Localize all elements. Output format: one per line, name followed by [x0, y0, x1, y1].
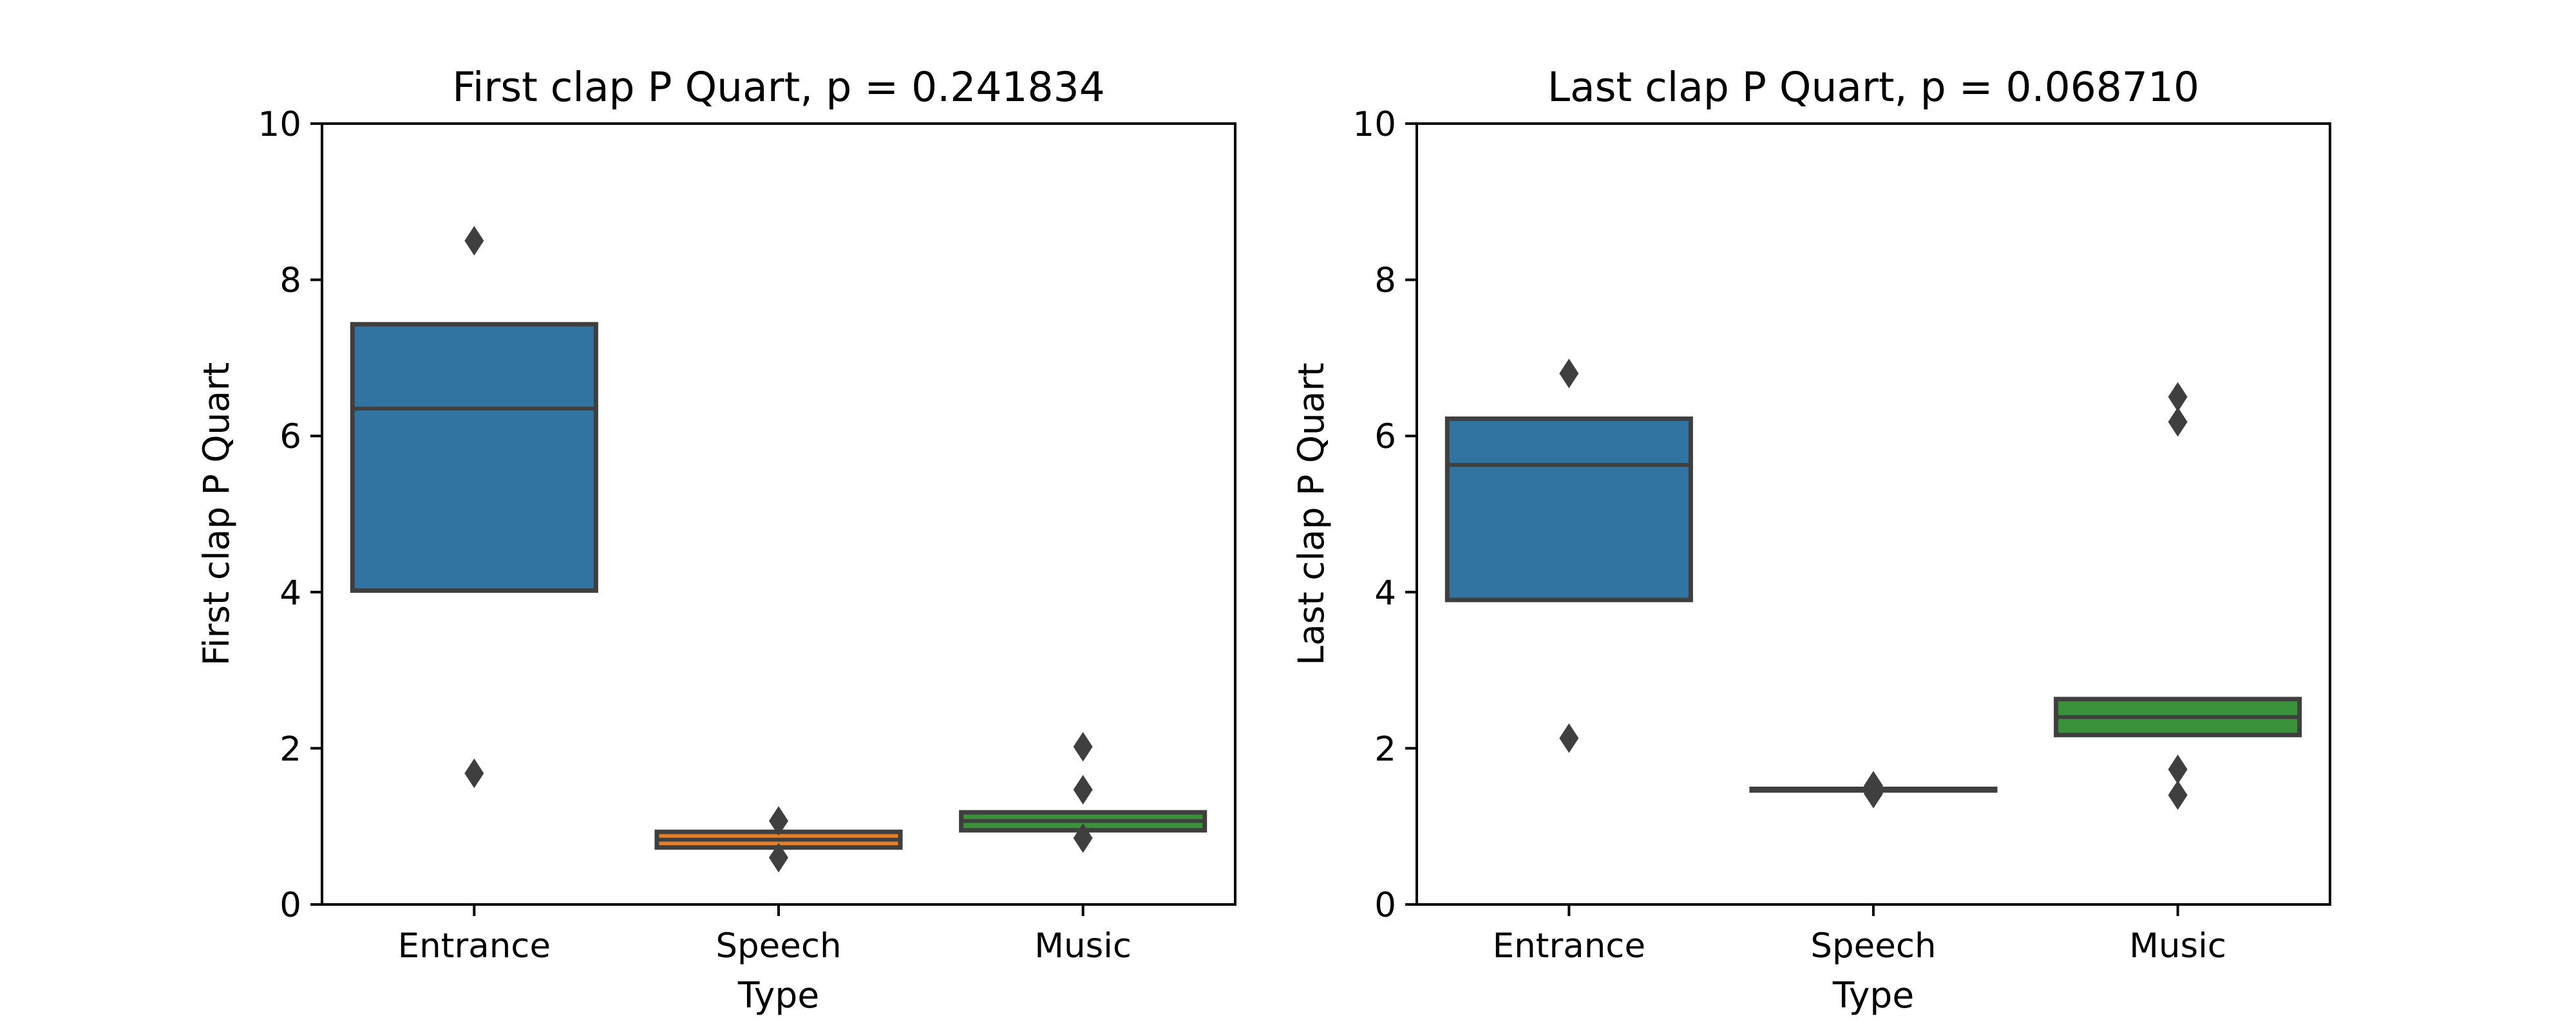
y-tick-label: 0 — [1374, 886, 1396, 925]
y-tick-label: 0 — [279, 886, 301, 925]
x-tick-label: Entrance — [398, 926, 551, 966]
y-tick-label: 8 — [1374, 261, 1396, 301]
chart-panel-last-clap: 0 2 4 6 8 10 Entrance Speech Music Last clap P Qu… — [1291, 64, 2331, 1016]
y-tick-label: 2 — [279, 729, 301, 769]
outlier-point — [1073, 731, 1093, 762]
outlier-point — [2168, 407, 2188, 437]
box-entrance — [350, 322, 598, 593]
x-tick-label: Music — [1034, 926, 1132, 966]
y-tick-label: 4 — [279, 574, 301, 613]
y-axis-label: First clap P Quart — [196, 362, 237, 666]
x-tick-label: Speech — [715, 926, 841, 966]
y-tick-label: 6 — [279, 417, 301, 456]
y-tick-label: 4 — [1374, 574, 1396, 613]
outlier-point — [2168, 754, 2188, 785]
y-tick-label: 6 — [1374, 417, 1396, 456]
outlier-point — [1073, 774, 1093, 805]
x-axis-label: Type — [737, 975, 819, 1016]
x-tick-label: Entrance — [1493, 926, 1645, 966]
outlier-point — [2168, 382, 2188, 412]
x-tick-label: Music — [2129, 926, 2226, 966]
outlier-point — [2168, 780, 2188, 810]
y-tick-label: 2 — [1374, 729, 1396, 769]
outlier-point — [1864, 778, 1883, 809]
chart-panel-first-clap: 0 2 4 6 8 10 Entrance Speech Music First clap P Q… — [196, 64, 1236, 1016]
chart-title: First clap P Quart, p = 0.241834 — [452, 64, 1105, 111]
outlier-point — [1073, 823, 1093, 853]
x-axis-label: Type — [1832, 975, 1914, 1016]
outlier-point — [769, 806, 788, 836]
y-tick-label: 8 — [279, 261, 301, 301]
y-tick-label: 10 — [258, 105, 301, 144]
outlier-point — [464, 758, 484, 789]
outlier-point — [1559, 359, 1579, 389]
outlier-point — [769, 843, 788, 873]
x-tick-label: Speech — [1810, 926, 1936, 966]
chart-title: Last clap P Quart, p = 0.068710 — [1548, 64, 2199, 111]
box-entrance — [1444, 417, 1693, 603]
y-tick-label: 10 — [1353, 105, 1396, 144]
outlier-point — [464, 225, 484, 256]
outlier-point — [1559, 723, 1579, 753]
y-axis-label: Last clap P Quart — [1291, 362, 1332, 665]
